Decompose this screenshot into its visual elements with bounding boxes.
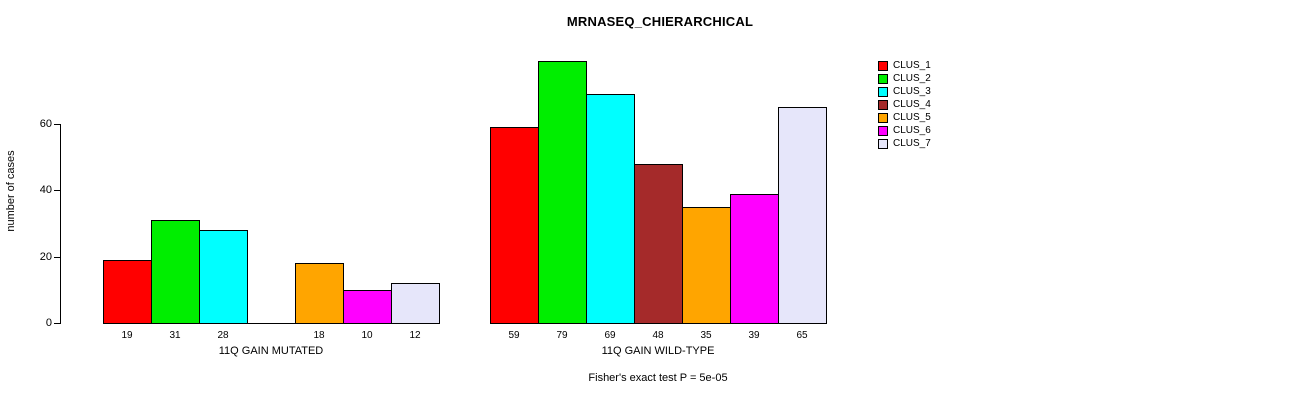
bar-value-label: 12: [409, 330, 421, 341]
y-axis-tick: [54, 124, 60, 125]
legend-label: CLUS_4: [893, 99, 931, 110]
legend-swatch: [878, 126, 888, 136]
y-tick-label: 0: [45, 317, 52, 329]
y-axis-label: number of cases: [5, 150, 17, 232]
legend-label: CLUS_2: [893, 73, 931, 84]
y-tick-label: 40: [39, 184, 52, 197]
bar: [391, 283, 440, 324]
bar-value-label: 28: [217, 330, 229, 341]
bar: [778, 107, 827, 324]
bar: [490, 127, 539, 324]
legend-item: CLUS_2: [878, 73, 931, 85]
bar: [634, 164, 683, 324]
legend-item: CLUS_4: [878, 99, 931, 111]
y-tick-label: 60: [39, 118, 52, 130]
legend-swatch: [878, 100, 888, 110]
y-axis-tick: [54, 190, 60, 192]
legend-item: CLUS_5: [878, 112, 931, 124]
bar-value-label: 19: [121, 330, 133, 341]
bar: [151, 220, 200, 324]
chart-title: MRNASEQ_CHIERARCHICAL: [566, 14, 754, 29]
bar-value-label: 39: [748, 330, 760, 341]
y-axis-line: [60, 124, 61, 324]
legend-item: CLUS_6: [878, 125, 931, 137]
legend-label: CLUS_1: [893, 60, 931, 71]
footer-text: Fisher's exact test P = 5e-05: [588, 372, 728, 384]
bar: [343, 290, 392, 324]
legend-swatch: [878, 113, 888, 123]
bar-value-label: 10: [361, 330, 373, 341]
zero-height-bar: [247, 323, 296, 324]
legend-item: CLUS_1: [878, 60, 931, 72]
legend: CLUS_1 CLUS_2 CLUS_3 CLUS_4 CLUS_5 CLUS_6 CLUS…: [878, 60, 931, 150]
bar-value-label: 79: [556, 330, 568, 341]
bar-value-label: 18: [313, 330, 325, 341]
group-label: 11Q GAIN WILD-TYPE: [601, 345, 715, 357]
legend-label: CLUS_5: [893, 112, 931, 123]
bar-value-label: 59: [508, 330, 520, 341]
bar: [295, 263, 344, 324]
bar-value-label: 65: [796, 330, 808, 341]
bar-value-label: 69: [604, 330, 616, 341]
group-label: 11Q GAIN MUTATED: [218, 345, 324, 357]
legend-swatch: [878, 139, 888, 149]
bar: [586, 94, 635, 324]
bar: [103, 260, 152, 324]
bar: [730, 194, 779, 324]
bar-value-label: 48: [652, 330, 664, 341]
legend-label: CLUS_6: [893, 125, 931, 136]
y-tick-label: 20: [39, 250, 52, 263]
bar-value-label: 35: [700, 330, 712, 341]
bar-value-label: 31: [169, 330, 181, 341]
bar: [538, 61, 587, 324]
y-axis-tick: [54, 256, 60, 258]
legend-swatch: [878, 61, 888, 71]
legend-item: CLUS_7: [878, 138, 931, 150]
y-axis-tick: [54, 323, 60, 324]
legend-item: CLUS_3: [878, 86, 931, 98]
bar: [682, 207, 731, 324]
legend-label: CLUS_3: [893, 86, 931, 97]
bar: [199, 230, 248, 324]
legend-label: CLUS_7: [893, 138, 931, 149]
legend-swatch: [878, 74, 888, 84]
legend-swatch: [878, 87, 888, 97]
